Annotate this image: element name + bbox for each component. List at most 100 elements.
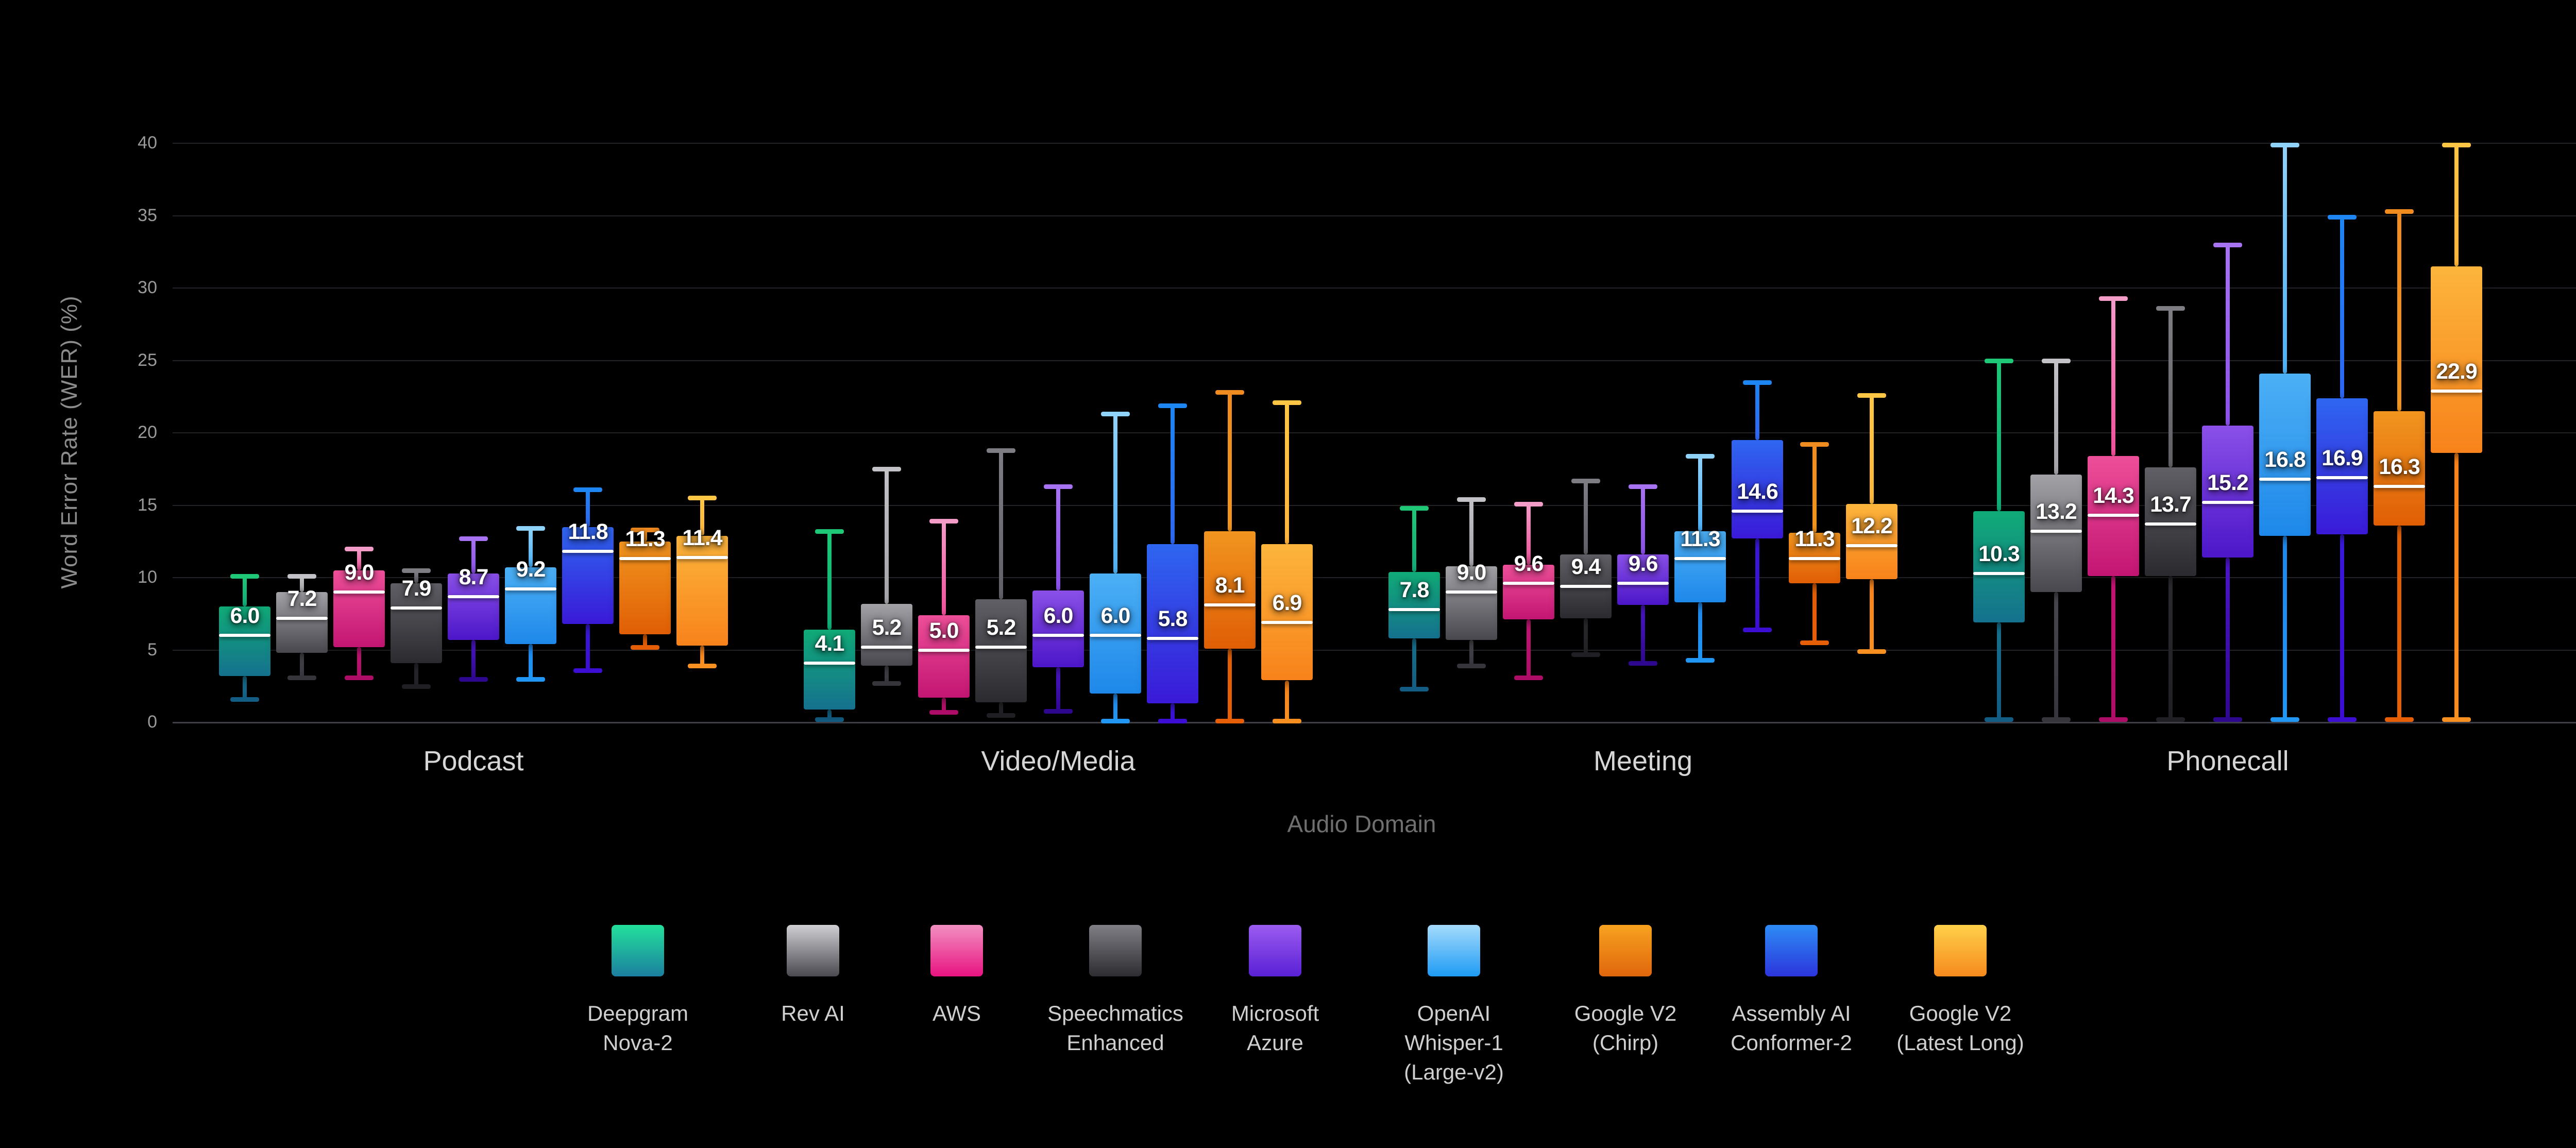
gridline-20 bbox=[173, 432, 2576, 433]
legend-label-line: Azure bbox=[1247, 1031, 1303, 1055]
whisker-cap-max bbox=[1514, 501, 1543, 507]
whisker-top-line bbox=[300, 576, 304, 593]
legend-swatch-azure bbox=[1249, 925, 1301, 976]
iqr-box bbox=[2259, 373, 2311, 536]
median-line bbox=[1617, 582, 1669, 585]
y-tick-label-35: 35 bbox=[138, 205, 157, 225]
whisker-cap-max bbox=[2042, 358, 2071, 363]
median-line bbox=[276, 616, 328, 620]
iqr-box bbox=[1090, 573, 1141, 694]
iqr-box bbox=[448, 573, 499, 640]
iqr-box bbox=[562, 527, 614, 624]
whisker-cap-max bbox=[2213, 242, 2242, 247]
median-line bbox=[1560, 584, 1612, 588]
whisker-cap-max bbox=[1571, 478, 1600, 483]
gridline-0 bbox=[173, 722, 2576, 723]
whisker-cap-min bbox=[1101, 719, 1130, 724]
whisker-bottom-line bbox=[1412, 638, 1416, 689]
legend: Deepgram Nova-2 Rev AI AWS Speechmatics Enhan… bbox=[0, 912, 2576, 1134]
median-line bbox=[975, 645, 1027, 649]
whisker-bottom-line bbox=[2226, 557, 2230, 720]
median-value-label: 22.9 bbox=[2436, 359, 2478, 384]
whisker-cap-min bbox=[1985, 717, 2013, 722]
whisker-top-line bbox=[243, 576, 247, 607]
median-value-label: 5.2 bbox=[872, 615, 902, 640]
median-value-label: 7.2 bbox=[287, 586, 317, 611]
whisker-cap-min bbox=[929, 710, 958, 715]
whisker-cap-max bbox=[1215, 390, 1244, 395]
whisker-top-line bbox=[1870, 395, 1874, 504]
whisker-top-line bbox=[2283, 144, 2287, 374]
y-tick-label-25: 25 bbox=[138, 350, 157, 370]
median-value-label: 11.3 bbox=[1794, 527, 1835, 552]
whisker-top-line bbox=[471, 538, 476, 573]
legend-label-line: Whisper-1 bbox=[1404, 1031, 1503, 1055]
whisker-bottom-line bbox=[357, 647, 361, 678]
y-tick-label-30: 30 bbox=[138, 278, 157, 297]
iqr-box bbox=[619, 541, 671, 634]
whisker-cap-min bbox=[1400, 687, 1429, 692]
whisker-cap-min bbox=[287, 675, 316, 680]
whisker-cap-max bbox=[345, 546, 374, 551]
whisker-top-line bbox=[2340, 217, 2344, 398]
whisker-bottom-line bbox=[1285, 680, 1289, 721]
whisker-top-line bbox=[1527, 503, 1531, 565]
whisker-cap-max bbox=[2270, 142, 2299, 147]
whisker-cap-min bbox=[2156, 717, 2185, 722]
median-line bbox=[1388, 607, 1440, 611]
median-value-label: 11.3 bbox=[625, 527, 665, 552]
median-value-label: 8.7 bbox=[459, 564, 489, 589]
category-label-meeting: Meeting bbox=[1593, 746, 1693, 776]
whisker-top-line bbox=[1056, 486, 1060, 591]
iqr-box bbox=[918, 615, 970, 698]
median-line bbox=[1732, 509, 1783, 513]
median-line bbox=[2088, 514, 2139, 517]
legend-label-line: Conformer-2 bbox=[1731, 1031, 1852, 1055]
y-tick-label-10: 10 bbox=[138, 567, 157, 587]
whisker-cap-max bbox=[459, 536, 488, 542]
median-value-label: 12.2 bbox=[1851, 514, 1893, 539]
whisker-bottom-line bbox=[1641, 605, 1645, 663]
median-value-label: 13.7 bbox=[2150, 492, 2192, 517]
y-tick-label-20: 20 bbox=[138, 423, 157, 442]
gridline-40 bbox=[173, 143, 2576, 144]
whisker-cap-min bbox=[1158, 719, 1187, 724]
whisker-cap-min bbox=[987, 713, 1015, 718]
median-line bbox=[1789, 557, 1840, 561]
legend-label-line: Assembly AI bbox=[1732, 1001, 1851, 1025]
whisker-top-line bbox=[1755, 382, 1759, 441]
whisker-cap-min bbox=[1273, 719, 1301, 724]
median-line bbox=[2030, 530, 2082, 533]
legend-label-deepgram: Deepgram Nova-2 bbox=[504, 999, 772, 1057]
whisker-top-line bbox=[1228, 392, 1232, 532]
iqr-box bbox=[505, 567, 556, 645]
legend-label-line: (Chirp) bbox=[1592, 1031, 1659, 1055]
whisker-cap-max bbox=[1044, 484, 1073, 489]
whisker-cap-min bbox=[815, 717, 844, 722]
median-value-label: 5.8 bbox=[1158, 606, 1188, 632]
legend-label-latestlong: Google V2 (Latest Long) bbox=[1826, 999, 2094, 1057]
median-line bbox=[1503, 582, 1554, 585]
whisker-cap-max bbox=[1273, 400, 1301, 405]
median-line bbox=[448, 595, 499, 598]
whisker-bottom-line bbox=[827, 709, 832, 720]
legend-label-speechmatics: Speechmatics Enhanced bbox=[981, 999, 1249, 1057]
whisker-bottom-line bbox=[529, 644, 533, 679]
median-value-label: 16.9 bbox=[2321, 446, 2363, 471]
median-value-label: 5.2 bbox=[986, 615, 1016, 640]
median-line bbox=[1446, 590, 1497, 594]
legend-label-line: Google V2 bbox=[1909, 1001, 2012, 1025]
whisker-bottom-line bbox=[1698, 602, 1702, 661]
median-line bbox=[219, 634, 270, 637]
y-tick-label-0: 0 bbox=[147, 712, 157, 732]
whisker-top-line bbox=[942, 521, 946, 616]
category-label-video-media: Video/Media bbox=[981, 746, 1136, 776]
whisker-cap-min bbox=[2328, 717, 2357, 722]
legend-label-line: Microsoft bbox=[1231, 1001, 1319, 1025]
whisker-cap-max bbox=[1743, 380, 1772, 385]
median-line bbox=[2259, 477, 2311, 481]
whisker-cap-min bbox=[1686, 658, 1715, 663]
iqr-box bbox=[861, 603, 912, 666]
whisker-top-line bbox=[2111, 298, 2115, 456]
whisker-cap-min bbox=[2442, 717, 2471, 722]
